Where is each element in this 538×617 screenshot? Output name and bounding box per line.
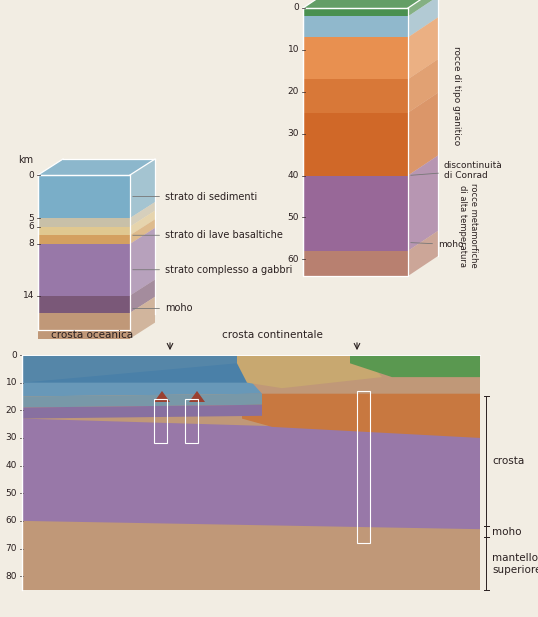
Polygon shape	[303, 79, 408, 113]
Polygon shape	[303, 251, 408, 276]
Polygon shape	[130, 202, 155, 226]
Polygon shape	[38, 244, 130, 296]
Polygon shape	[408, 0, 438, 17]
Text: mantello
superiore: mantello superiore	[492, 553, 538, 575]
Bar	[185, 399, 198, 444]
Text: rocce metamorfiche
di alta temperatura: rocce metamorfiche di alta temperatura	[458, 183, 478, 268]
Polygon shape	[22, 355, 252, 383]
Text: 0: 0	[11, 350, 17, 360]
Text: moho: moho	[492, 527, 521, 537]
Polygon shape	[22, 394, 262, 408]
Text: 20: 20	[288, 87, 299, 96]
Polygon shape	[303, 0, 438, 8]
Text: strato complesso a gabbri: strato complesso a gabbri	[133, 265, 292, 275]
Text: moho: moho	[411, 240, 464, 249]
Text: 30: 30	[5, 433, 17, 442]
Polygon shape	[130, 297, 155, 339]
Text: 70: 70	[5, 544, 17, 553]
Text: 10: 10	[287, 46, 299, 54]
Text: 50: 50	[287, 213, 299, 222]
Polygon shape	[130, 159, 155, 218]
Text: 10: 10	[5, 378, 17, 387]
Text: 40: 40	[288, 171, 299, 180]
Text: 6: 6	[29, 222, 34, 231]
Polygon shape	[303, 113, 408, 175]
Polygon shape	[22, 383, 262, 397]
Text: 5: 5	[29, 213, 34, 223]
Text: crosta: crosta	[492, 457, 524, 466]
Text: 14: 14	[23, 291, 34, 300]
Polygon shape	[130, 280, 155, 313]
Polygon shape	[408, 0, 438, 37]
Text: rocce di tipo granitico: rocce di tipo granitico	[451, 46, 461, 146]
Polygon shape	[38, 226, 130, 235]
Text: 40: 40	[5, 461, 17, 470]
Text: 50: 50	[5, 489, 17, 498]
Text: moho: moho	[133, 304, 193, 313]
Polygon shape	[303, 175, 408, 251]
Polygon shape	[130, 228, 155, 296]
Text: strato di lave basaltiche: strato di lave basaltiche	[133, 230, 283, 240]
Polygon shape	[154, 391, 170, 402]
Polygon shape	[38, 296, 130, 313]
Polygon shape	[242, 394, 480, 438]
Polygon shape	[38, 175, 130, 218]
Polygon shape	[38, 218, 130, 226]
Text: km: km	[18, 155, 33, 165]
Text: strato di sedimenti: strato di sedimenti	[133, 191, 257, 202]
Bar	[357, 391, 370, 543]
Text: 60: 60	[287, 255, 299, 263]
Polygon shape	[130, 210, 155, 235]
Polygon shape	[408, 93, 438, 175]
Polygon shape	[408, 17, 438, 79]
Polygon shape	[22, 355, 237, 383]
Polygon shape	[189, 391, 205, 402]
Text: discontinuità
di Conrad: discontinuità di Conrad	[411, 161, 502, 180]
Polygon shape	[38, 159, 155, 175]
Text: 30: 30	[287, 129, 299, 138]
Bar	[154, 399, 167, 444]
Text: 0: 0	[29, 170, 34, 180]
Polygon shape	[22, 355, 480, 590]
Polygon shape	[303, 37, 408, 79]
Text: 60: 60	[5, 516, 17, 526]
Text: 20: 20	[5, 406, 17, 415]
Text: 0: 0	[293, 4, 299, 12]
Polygon shape	[408, 59, 438, 113]
Polygon shape	[22, 418, 480, 529]
Text: 8: 8	[29, 239, 34, 249]
Polygon shape	[303, 8, 408, 17]
Polygon shape	[408, 231, 438, 276]
Polygon shape	[408, 155, 438, 251]
Polygon shape	[237, 355, 382, 388]
Polygon shape	[303, 17, 408, 37]
Polygon shape	[38, 235, 130, 244]
Polygon shape	[22, 405, 262, 418]
Polygon shape	[38, 313, 130, 339]
Polygon shape	[350, 355, 480, 377]
Polygon shape	[130, 219, 155, 244]
Text: crosta oceanica: crosta oceanica	[51, 330, 133, 340]
Text: crosta continentale: crosta continentale	[222, 330, 322, 340]
Text: 80: 80	[5, 572, 17, 581]
